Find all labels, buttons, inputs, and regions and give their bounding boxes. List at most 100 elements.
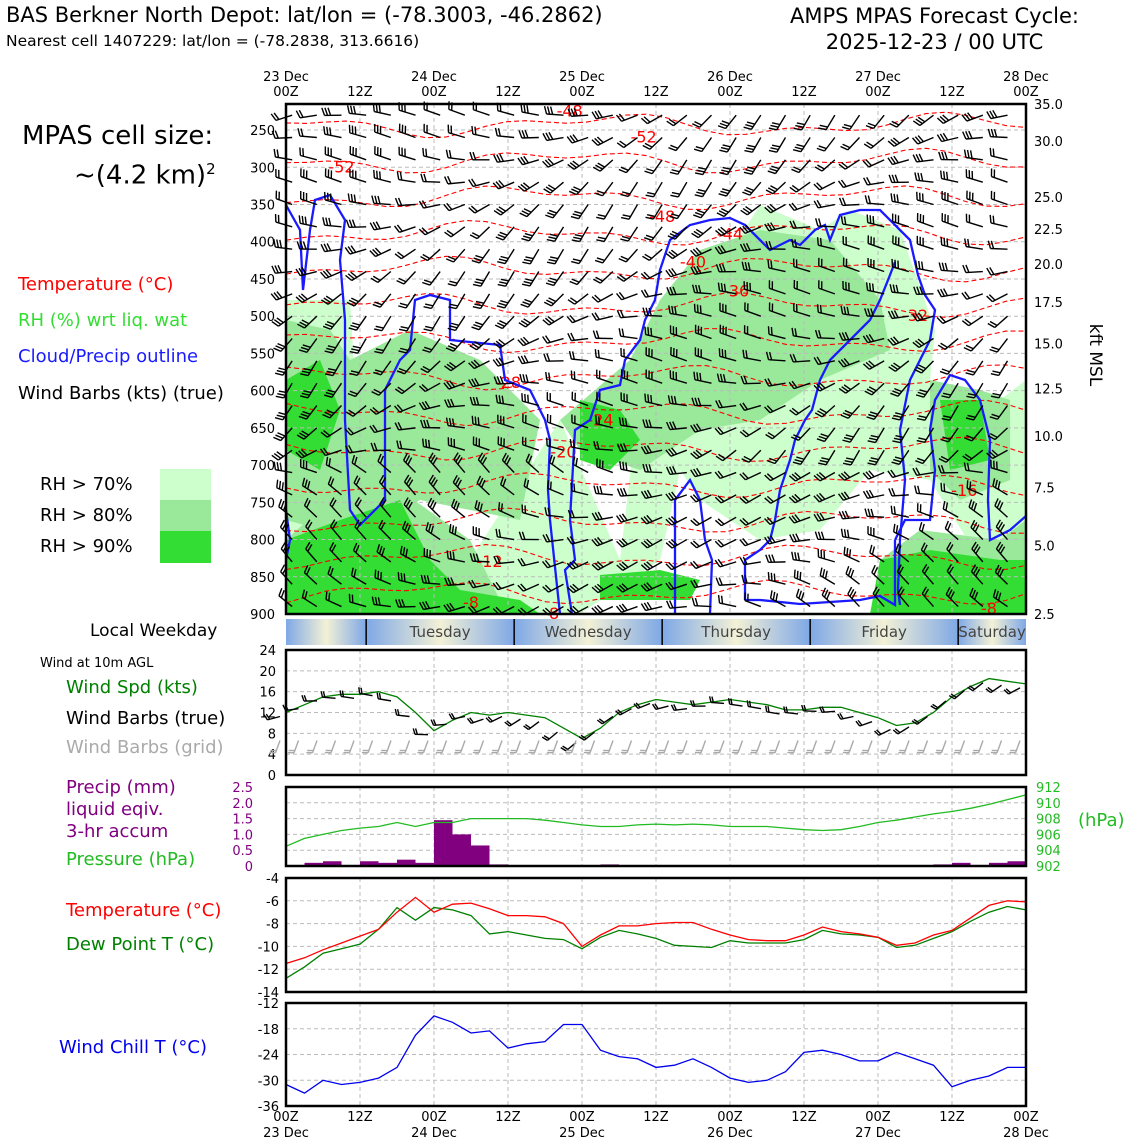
cross-section-wind-barb xyxy=(591,511,613,521)
cross-section-wind-barb xyxy=(444,577,465,587)
cross-section-wind-barb xyxy=(620,347,638,362)
cross-section-wind-barb xyxy=(394,197,416,207)
temperature-contour xyxy=(285,185,1027,211)
cross-section-wind-barb xyxy=(616,538,638,548)
cross-section-wind-barb xyxy=(665,561,688,571)
temperature-contour-label: -48 xyxy=(649,207,675,226)
cross-section-wind-barb xyxy=(396,360,417,375)
cross-section-wind-barb xyxy=(297,128,317,139)
cross-section-wind-barb xyxy=(667,226,688,240)
wind-barb-grid xyxy=(898,740,910,754)
temperature-contour xyxy=(285,472,1027,498)
cross-section-wind-barb xyxy=(916,405,935,421)
cross-section-wind-barb xyxy=(865,282,885,295)
cross-section-wind-barb xyxy=(276,479,293,496)
cloud-precip-outline xyxy=(743,261,897,600)
cross-section-wind-barb xyxy=(519,204,540,218)
temp-ytick-label: -12 xyxy=(258,963,279,978)
cross-section-wind-barb xyxy=(739,516,762,526)
cross-section-wind-barb xyxy=(719,159,737,176)
cross-section-wind-barb xyxy=(817,549,836,563)
cross-section-wind-barb xyxy=(346,105,367,116)
cross-section-wind-barb xyxy=(990,459,1008,474)
top-time-tick-label: 00Z xyxy=(273,85,299,100)
cross-section-wind-barb xyxy=(517,181,540,192)
cross-section-wind-barb xyxy=(719,324,737,340)
cross-section-wind-barb xyxy=(645,369,663,384)
cross-section-wind-barb xyxy=(522,436,540,451)
cross-section-wind-barb xyxy=(694,181,713,198)
cross-section-wind-barb xyxy=(423,547,441,563)
cross-section-wind-barb xyxy=(616,487,638,497)
cross-section-wind-barb xyxy=(596,458,614,474)
cross-section-wind-barb xyxy=(325,591,342,608)
cross-section-wind-barb xyxy=(970,564,984,585)
cross-section-wind-barb xyxy=(273,461,293,474)
cross-section-wind-barb xyxy=(714,516,737,527)
rh90-area xyxy=(940,400,990,470)
wind-barb-grid xyxy=(454,740,466,754)
cross-section-wind-barb xyxy=(966,382,984,399)
cross-section-wind-barb xyxy=(393,224,416,233)
cross-section-wind-barb xyxy=(298,405,318,420)
cross-section-wind-barb xyxy=(921,564,935,585)
cross-section-wind-barb xyxy=(968,499,984,518)
weekday-label: Thursday xyxy=(700,623,771,641)
cross-section-wind-barb xyxy=(349,168,367,183)
top-date-tick-label: 28 Dec xyxy=(1003,70,1049,85)
pressure-unit-label: (hPa) xyxy=(1078,810,1125,831)
cross-section-wind-barb xyxy=(892,235,910,250)
cross-section-wind-barb xyxy=(544,507,564,518)
temperature-contour-label: -28 xyxy=(495,373,521,392)
cross-section-wind-barb xyxy=(714,470,737,480)
cross-section-wind-barb xyxy=(814,405,836,418)
cross-section-wind-barb xyxy=(542,533,564,543)
cross-section-wind-barb xyxy=(468,203,490,214)
cross-section-wind-barb xyxy=(321,293,342,305)
cross-section-wind-barb xyxy=(640,561,663,571)
cross-section-wind-barb xyxy=(714,558,737,568)
cross-section-wind-barb xyxy=(615,291,638,301)
cross-section-wind-barb xyxy=(447,437,466,451)
cross-section-wind-barb xyxy=(418,382,441,393)
temp-panel-frame xyxy=(284,876,1028,994)
cross-section-wind-barb xyxy=(467,605,490,614)
cross-section-wind-barb xyxy=(518,130,539,139)
cross-section-wind-barb xyxy=(428,452,441,474)
cross-section-wind-barb xyxy=(887,336,910,346)
cross-section-wind-barb xyxy=(472,526,490,541)
cross-section-wind-barb xyxy=(377,453,392,474)
cross-section-wind-barb xyxy=(742,349,761,362)
rh90-area xyxy=(580,400,640,470)
cross-section-wind-barb xyxy=(300,382,318,399)
wind-barb-true xyxy=(948,689,965,700)
pressure-tick-label: 350 xyxy=(250,199,275,214)
precip-ytick-label: 2.0 xyxy=(232,797,253,812)
cross-section-wind-barb xyxy=(418,400,441,411)
windchill-ytick-label: -30 xyxy=(258,1074,279,1089)
wind-barb-grid xyxy=(750,740,762,754)
cross-section-wind-barb xyxy=(517,583,540,592)
cross-section-wind-barb xyxy=(640,445,663,455)
cross-section-wind-barb xyxy=(374,338,392,354)
wind-barb-true xyxy=(783,706,799,715)
cross-section-wind-barb xyxy=(492,581,515,591)
cross-section-wind-barb xyxy=(764,471,786,482)
cross-section-wind-barb xyxy=(887,310,909,320)
cross-section-wind-barb xyxy=(320,243,342,253)
cross-section-wind-barb xyxy=(344,427,367,436)
wind-barb-grid xyxy=(602,740,614,754)
cross-section-wind-barb xyxy=(374,146,392,161)
cross-section-wind-barb xyxy=(936,114,959,125)
kft-tick-label: 25.0 xyxy=(1034,191,1063,206)
cross-section-wind-barb xyxy=(714,245,737,255)
temperature-contour-label: -32 xyxy=(902,306,928,325)
wind-barb-true xyxy=(855,719,873,727)
bottom-time-tick-label: 00Z xyxy=(421,1110,447,1125)
cross-section-wind-barb xyxy=(296,427,318,440)
weekday-cell xyxy=(366,619,515,645)
cross-section-wind-barb xyxy=(373,315,392,332)
wind-ytick-label: 4 xyxy=(268,748,276,763)
cross-section-wind-barb xyxy=(912,467,934,477)
